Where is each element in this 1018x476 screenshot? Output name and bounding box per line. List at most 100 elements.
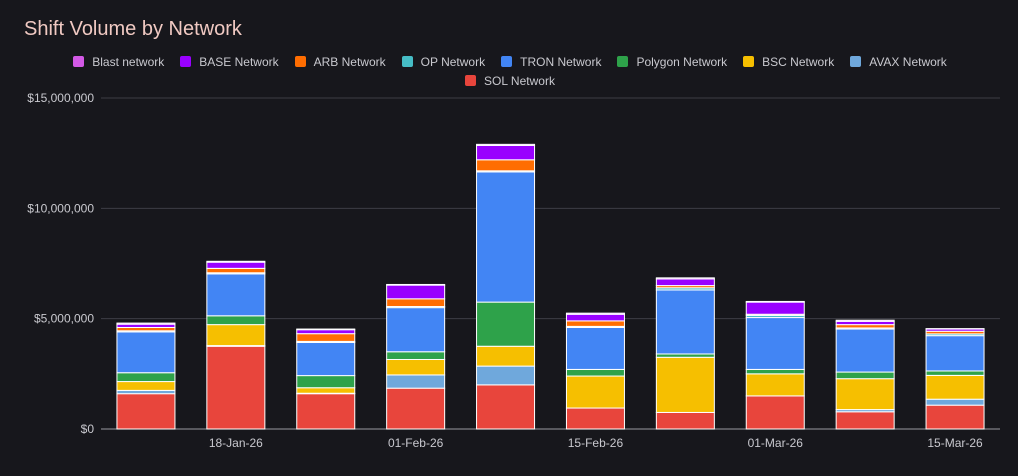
bar-segment-bsc-network[interactable] xyxy=(655,356,715,413)
bar-segment-bsc-network[interactable] xyxy=(386,358,446,376)
legend: Blast network BASE Network ARB Network OP N… xyxy=(40,54,980,88)
bar-segment-base-network[interactable] xyxy=(206,261,266,269)
y-tick-label: $15,000,000 xyxy=(27,91,94,105)
bar-segment-polygon-network[interactable] xyxy=(116,372,176,383)
bar-segment-polygon-network[interactable] xyxy=(835,371,895,380)
bar-segment-sol-network[interactable] xyxy=(476,384,536,430)
y-tick-label: $10,000,000 xyxy=(27,201,94,215)
bar-segment-tron-network[interactable] xyxy=(745,317,805,370)
legend-swatch xyxy=(401,56,413,67)
bar-segment-bsc-network[interactable] xyxy=(745,373,805,397)
bar-segment-arb-network[interactable] xyxy=(565,320,625,327)
legend-item-bsc-network[interactable]: BSC Network xyxy=(743,54,835,69)
legend-swatch xyxy=(850,56,862,67)
x-tick-label: 01-Mar-26 xyxy=(748,436,804,450)
bar-segment-polygon-network[interactable] xyxy=(386,351,446,360)
bar-segment-sol-network[interactable] xyxy=(745,395,805,430)
legend-item-sol-network[interactable]: SOL Network xyxy=(465,73,555,88)
bar-segment-bsc-network[interactable] xyxy=(565,375,625,409)
x-tick-label: 15-Mar-26 xyxy=(927,436,983,450)
bar-segment-base-network[interactable] xyxy=(745,301,805,315)
chart-title: Shift Volume by Network xyxy=(24,18,242,40)
bar-segment-tron-network[interactable] xyxy=(565,326,625,370)
legend-item-polygon-network[interactable]: Polygon Network xyxy=(617,54,728,69)
bar-segment-polygon-network[interactable] xyxy=(565,368,625,377)
legend-item-blast-network[interactable]: Blast network xyxy=(73,54,165,69)
bar-segment-blast-network[interactable] xyxy=(206,260,266,263)
bar-segment-sol-network[interactable] xyxy=(206,345,266,430)
bar-segment-polygon-network[interactable] xyxy=(296,375,356,389)
legend-label: BASE Network xyxy=(199,54,279,69)
bar-segment-bsc-network[interactable] xyxy=(835,378,895,411)
bar-segment-polygon-network[interactable] xyxy=(745,368,805,375)
bar-segment-sol-network[interactable] xyxy=(655,411,715,430)
bar-segment-tron-network[interactable] xyxy=(386,307,446,353)
bar-segment-tron-network[interactable] xyxy=(206,273,266,317)
bar-segment-base-network[interactable] xyxy=(386,284,446,300)
bar-segment-sol-network[interactable] xyxy=(925,404,985,430)
legend-label: SOL Network xyxy=(484,73,555,88)
legend-swatch xyxy=(465,75,477,86)
bar-segment-blast-network[interactable] xyxy=(116,322,176,325)
bar-segment-base-network[interactable] xyxy=(655,278,715,287)
legend-label: Blast network xyxy=(92,54,165,69)
bar-segment-blast-network[interactable] xyxy=(296,328,356,331)
bar-segment-bsc-network[interactable] xyxy=(296,387,356,394)
legend-label: TRON Network xyxy=(520,54,602,69)
bar-segment-blast-network[interactable] xyxy=(565,312,625,315)
bar-segment-arb-network[interactable] xyxy=(386,298,446,308)
legend-label: ARB Network xyxy=(313,54,386,69)
bar-segment-arb-network[interactable] xyxy=(296,333,356,342)
legend-item-tron-network[interactable]: TRON Network xyxy=(501,54,602,69)
bar-segment-blast-network[interactable] xyxy=(655,277,715,280)
legend-item-arb-network[interactable]: ARB Network xyxy=(294,54,386,69)
bar-segment-polygon-network[interactable] xyxy=(476,301,536,347)
legend-swatch xyxy=(617,56,629,67)
legend-item-base-network[interactable]: BASE Network xyxy=(180,54,279,69)
bar-segment-avax-network[interactable] xyxy=(386,374,446,389)
bar-segment-tron-network[interactable] xyxy=(116,331,176,374)
bar-segment-tron-network[interactable] xyxy=(925,335,985,372)
bar-segment-bsc-network[interactable] xyxy=(925,374,985,400)
bar-segment-avax-network[interactable] xyxy=(476,365,536,386)
bar-segment-base-network[interactable] xyxy=(296,329,356,335)
bar-segment-tron-network[interactable] xyxy=(476,171,536,303)
bar-segment-tron-network[interactable] xyxy=(835,328,895,373)
bar-segment-arb-network[interactable] xyxy=(206,267,266,274)
bar-segment-avax-network[interactable] xyxy=(925,398,985,406)
legend-label: AVAX Network xyxy=(869,54,947,69)
bar-segment-base-network[interactable] xyxy=(565,313,625,322)
legend-swatch xyxy=(294,56,306,67)
x-tick-label: 15-Feb-26 xyxy=(568,436,624,450)
bar-segment-polygon-network[interactable] xyxy=(206,315,266,326)
bar-segment-tron-network[interactable] xyxy=(655,289,715,355)
bar-segment-sol-network[interactable] xyxy=(116,393,176,430)
legend-swatch xyxy=(501,56,513,67)
bar-segment-bsc-network[interactable] xyxy=(476,345,536,367)
legend-swatch xyxy=(743,56,755,67)
x-tick-label: 18-Jan-26 xyxy=(209,436,263,450)
bar-segment-bsc-network[interactable] xyxy=(206,324,266,347)
bar-segment-blast-network[interactable] xyxy=(745,300,805,303)
bar-segment-blast-network[interactable] xyxy=(835,319,895,322)
bar-segment-tron-network[interactable] xyxy=(296,341,356,377)
bar-segment-sol-network[interactable] xyxy=(835,411,895,430)
bar-segment-blast-network[interactable] xyxy=(386,283,446,286)
y-tick-label: $5,000,000 xyxy=(34,312,94,326)
legend-item-op-network[interactable]: OP Network xyxy=(401,55,485,69)
x-tick-label: 01-Feb-26 xyxy=(388,436,444,450)
bar-segment-bsc-network[interactable] xyxy=(116,381,176,391)
bar-segment-sol-network[interactable] xyxy=(296,393,356,430)
y-tick-label: $0 xyxy=(81,422,95,436)
bar-segment-sol-network[interactable] xyxy=(565,407,625,430)
legend-label: BSC Network xyxy=(762,54,835,69)
bar-segment-arb-network[interactable] xyxy=(476,159,536,172)
bar-segment-sol-network[interactable] xyxy=(386,387,446,430)
legend-label: Polygon Network xyxy=(636,54,728,69)
bar-segment-base-network[interactable] xyxy=(476,144,536,161)
legend-item-avax-network[interactable]: AVAX Network xyxy=(850,54,947,69)
bar-segment-polygon-network[interactable] xyxy=(925,370,985,376)
bar-segment-blast-network[interactable] xyxy=(476,143,536,146)
